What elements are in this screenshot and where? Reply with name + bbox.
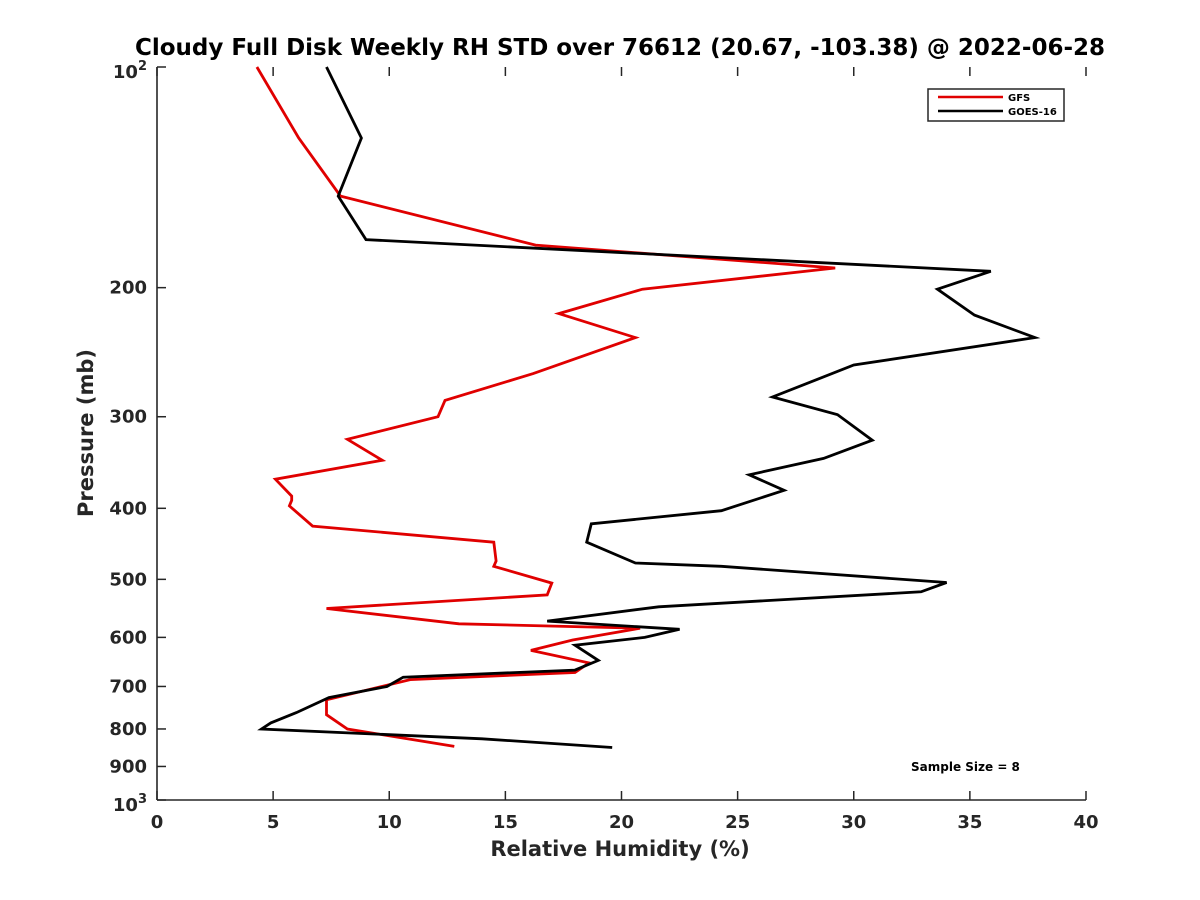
y-tick-label: 900 — [109, 756, 147, 777]
series-line-goes16 — [257, 66, 1041, 749]
y-axis-label: Pressure (mb) — [74, 349, 98, 517]
x-tick-label: 30 — [841, 812, 866, 833]
y-tick-label: 500 — [109, 569, 147, 590]
x-tick-label: 0 — [151, 812, 164, 833]
y-tick-label-top: 102 — [113, 59, 147, 83]
x-tick-label: 15 — [493, 812, 518, 833]
y-tick-label-bottom: 103 — [113, 792, 147, 816]
x-tick-label: 20 — [609, 812, 634, 833]
plot-area — [157, 67, 1086, 800]
x-tick-label: 5 — [267, 812, 280, 833]
x-tick-label: 40 — [1073, 812, 1098, 833]
x-tick-label: 25 — [725, 812, 750, 833]
y-tick-label: 400 — [109, 498, 147, 519]
x-axis-label: Relative Humidity (%) — [490, 837, 749, 861]
x-tick-label: 10 — [377, 812, 402, 833]
y-bottom-base: 10 — [113, 795, 138, 816]
y-tick-label: 300 — [109, 407, 147, 428]
chart-title: Cloudy Full Disk Weekly RH STD over 7661… — [135, 35, 1105, 61]
x-tick-label: 35 — [957, 812, 982, 833]
series-layer — [255, 66, 1041, 749]
sample-size-annotation: Sample Size = 8 — [911, 760, 1020, 774]
legend-box — [927, 88, 1065, 122]
y-bottom-exponent: 3 — [138, 792, 147, 807]
y-top-exponent: 2 — [138, 59, 147, 74]
y-top-base: 10 — [113, 62, 138, 83]
legend-label-goes16: GOES-16 — [1008, 107, 1057, 118]
plot-background — [157, 67, 1086, 800]
y-tick-label: 600 — [109, 627, 147, 648]
y-tick-label: 700 — [109, 676, 147, 697]
legend-label-gfs: GFS — [1008, 93, 1030, 104]
legend: GFS GOES-16 — [927, 88, 1065, 122]
y-tick-label: 200 — [109, 278, 147, 299]
x-ticks: 0 5 10 15 20 25 30 35 40 — [151, 67, 1099, 833]
y-ticks: 200 300 400 500 600 700 800 900 — [109, 66, 166, 801]
y-tick-label: 800 — [109, 719, 147, 740]
